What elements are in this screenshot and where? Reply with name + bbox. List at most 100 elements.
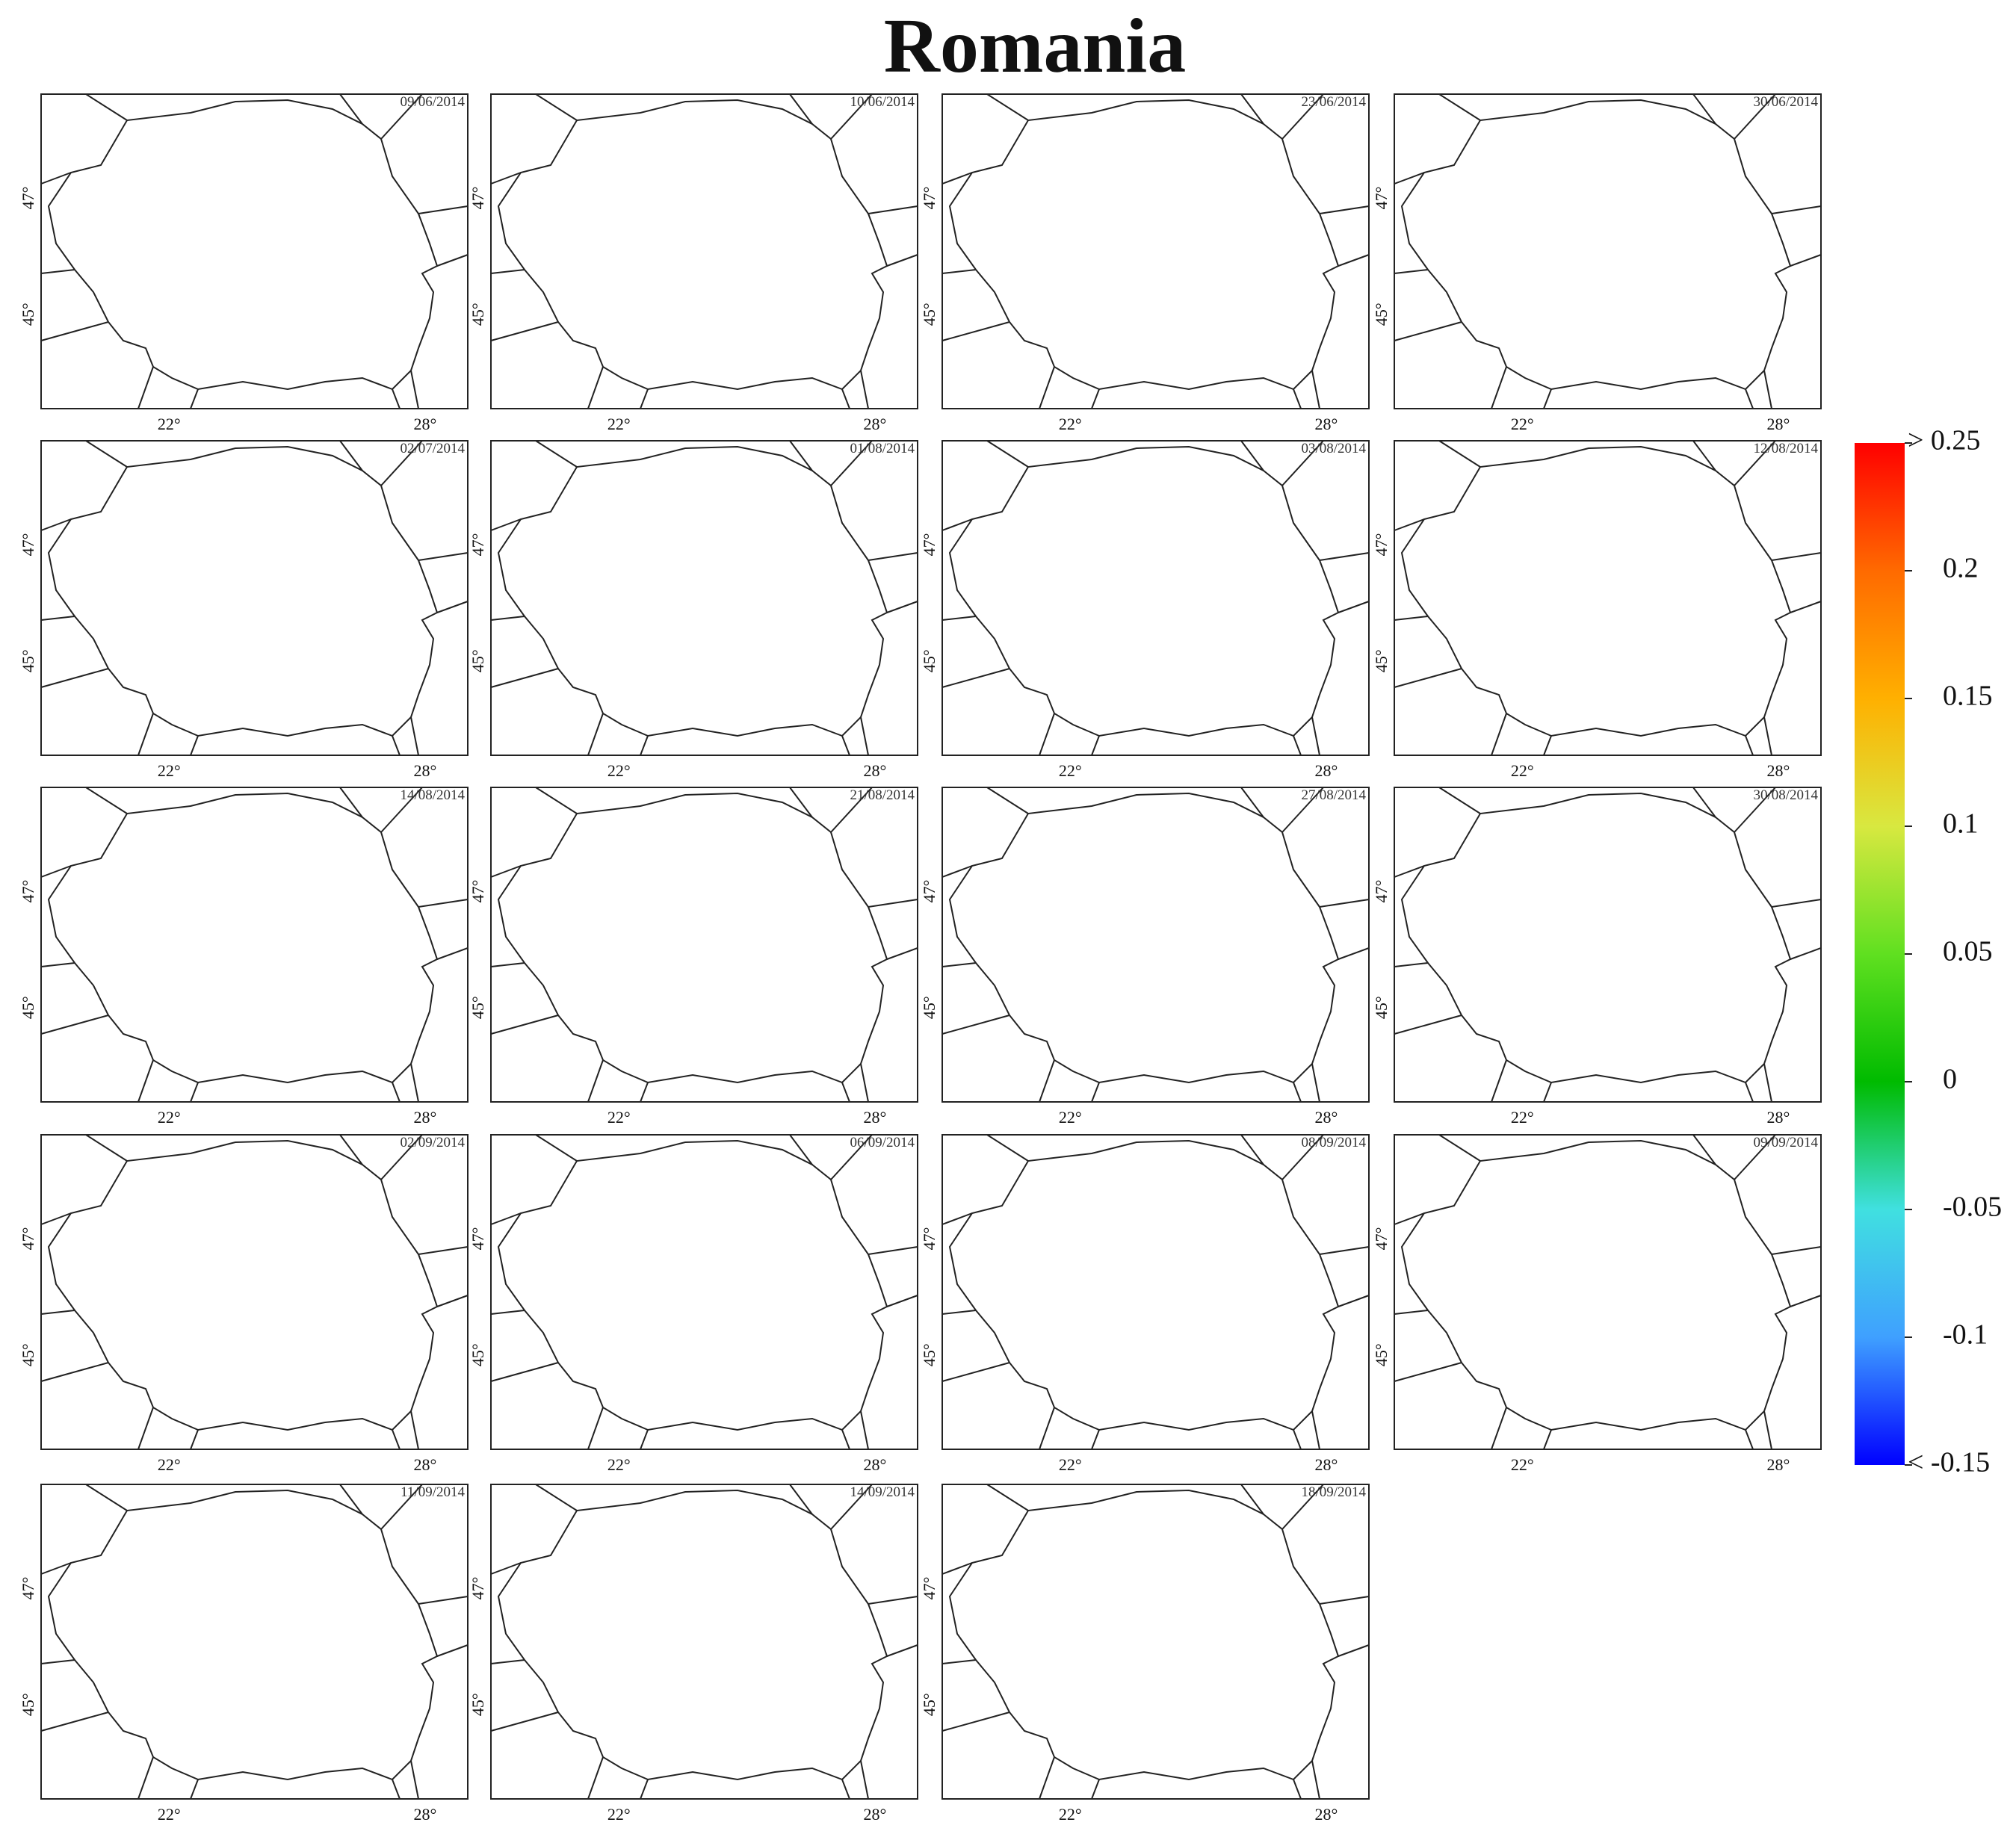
title: Romania bbox=[884, 3, 1186, 89]
lon-label: 28° bbox=[1766, 415, 1790, 433]
lon-label: 22° bbox=[1059, 761, 1082, 780]
lon-label: 28° bbox=[1766, 1108, 1790, 1127]
lat-label: 45° bbox=[19, 996, 37, 1019]
panel-date: 11/09/2014 bbox=[401, 1484, 465, 1500]
lat-label: 47° bbox=[920, 533, 939, 557]
lon-label: 22° bbox=[607, 761, 631, 780]
colorbar-tick-label: -0.05 bbox=[1943, 1192, 2002, 1223]
lon-label: 22° bbox=[1059, 1455, 1082, 1474]
lat-label: 45° bbox=[920, 996, 939, 1019]
lat-label: 45° bbox=[469, 1343, 487, 1366]
panel-frame bbox=[941, 93, 1370, 409]
lon-label: 22° bbox=[607, 415, 631, 433]
lon-label: 28° bbox=[1766, 761, 1790, 780]
lon-label: 22° bbox=[158, 1108, 181, 1127]
lat-label: 45° bbox=[19, 303, 37, 326]
lat-label: 47° bbox=[19, 1577, 37, 1600]
map-panel: 21/08/2014 22° 28° 47° 45° bbox=[469, 787, 918, 1127]
panel-frame bbox=[1394, 787, 1822, 1103]
panel-date: 02/07/2014 bbox=[400, 441, 465, 456]
lat-label: 45° bbox=[1372, 996, 1391, 1019]
lon-label: 28° bbox=[413, 761, 436, 780]
lon-label: 28° bbox=[863, 415, 886, 433]
lat-label: 47° bbox=[469, 187, 487, 210]
lat-label: 47° bbox=[1372, 1227, 1391, 1251]
map-panel: 02/09/2014 22° 28° 47° 45° bbox=[19, 1134, 469, 1474]
colorbar-tick-label: 0.15 bbox=[1943, 681, 1993, 712]
lon-label: 22° bbox=[158, 415, 181, 433]
panel-date: 06/09/2014 bbox=[850, 1135, 915, 1150]
lon-label: 22° bbox=[607, 1455, 631, 1474]
lon-label: 28° bbox=[1314, 1455, 1338, 1474]
lon-label: 22° bbox=[158, 761, 181, 780]
panel-frame bbox=[490, 1484, 918, 1800]
panel-date: 30/06/2014 bbox=[1753, 94, 1818, 110]
lat-label: 45° bbox=[1372, 303, 1391, 326]
lat-label: 45° bbox=[920, 1693, 939, 1716]
lon-label: 22° bbox=[1511, 1108, 1534, 1127]
panel-frame bbox=[941, 787, 1370, 1103]
panel-date: 30/08/2014 bbox=[1753, 787, 1818, 803]
panel-frame bbox=[1394, 93, 1822, 409]
map-panel: 23/06/2014 22° 28° 47° 45° bbox=[920, 93, 1370, 433]
panel-date: 03/08/2014 bbox=[1301, 441, 1366, 456]
map-panel: 08/09/2014 22° 28° 47° 45° bbox=[920, 1134, 1370, 1474]
panel-frame bbox=[40, 1484, 469, 1800]
panel-date: 02/09/2014 bbox=[400, 1135, 465, 1150]
map-panel: 18/09/2014 22° 28° 47° 45° bbox=[920, 1484, 1370, 1824]
panel-date: 21/08/2014 bbox=[850, 787, 915, 803]
lon-label: 28° bbox=[1314, 415, 1338, 433]
panel-frame bbox=[941, 440, 1370, 756]
panel-frame bbox=[490, 440, 918, 756]
panel-frame bbox=[40, 93, 469, 409]
lat-label: 47° bbox=[19, 533, 37, 557]
colorbar-tick-label: 0.05 bbox=[1943, 936, 1993, 967]
map-panel: 06/09/2014 22° 28° 47° 45° bbox=[469, 1134, 918, 1474]
panel-frame bbox=[40, 1134, 469, 1450]
map-panel: 09/06/2014 22° 28° 47° 45° bbox=[19, 93, 469, 433]
panel-date: 23/06/2014 bbox=[1301, 94, 1366, 110]
map-panel: 02/07/2014 22° 28° 47° 45° bbox=[19, 440, 469, 780]
colorbar: > 0.25 0.2 0.15 0.1 0.05 0 -0.05 -0.1 < -0.15 bbox=[1855, 425, 2002, 1478]
lat-label: 45° bbox=[469, 996, 487, 1019]
map-panel: 30/08/2014 22° 28° 47° 45° bbox=[1372, 787, 1822, 1127]
panel-date: 09/06/2014 bbox=[400, 94, 465, 110]
panels: 09/06/2014 22° 28° 47° 45° 10/06/2014 22° 28° 47… bbox=[19, 93, 1822, 1824]
panel-date: 08/09/2014 bbox=[1301, 1135, 1366, 1150]
lon-label: 22° bbox=[1511, 761, 1534, 780]
panel-frame bbox=[490, 787, 918, 1103]
lat-label: 47° bbox=[469, 1577, 487, 1600]
lat-label: 47° bbox=[920, 187, 939, 210]
lat-label: 45° bbox=[920, 649, 939, 672]
map-panel: 12/08/2014 22° 28° 47° 45° bbox=[1372, 440, 1822, 780]
lon-label: 28° bbox=[1314, 761, 1338, 780]
lon-label: 22° bbox=[1059, 415, 1082, 433]
panel-date: 14/09/2014 bbox=[850, 1484, 915, 1500]
lon-label: 22° bbox=[607, 1108, 631, 1127]
lat-label: 45° bbox=[469, 649, 487, 672]
map-panel: 03/08/2014 22° 28° 47° 45° bbox=[920, 440, 1370, 780]
lon-label: 22° bbox=[1511, 1455, 1534, 1474]
lat-label: 45° bbox=[469, 1693, 487, 1716]
colorbar-tick-label: < -0.15 bbox=[1908, 1447, 1990, 1478]
lat-label: 45° bbox=[469, 303, 487, 326]
lon-label: 22° bbox=[1059, 1108, 1082, 1127]
lat-label: 45° bbox=[19, 1693, 37, 1716]
panel-date: 10/06/2014 bbox=[850, 94, 915, 110]
lat-label: 47° bbox=[920, 880, 939, 903]
colorbar-tick-label: > 0.25 bbox=[1908, 425, 1980, 456]
lat-label: 45° bbox=[920, 303, 939, 326]
lat-label: 47° bbox=[19, 1227, 37, 1251]
lat-label: 47° bbox=[19, 880, 37, 903]
map-panel: 01/08/2014 22° 28° 47° 45° bbox=[469, 440, 918, 780]
map-panel: 30/06/2014 22° 28° 47° 45° bbox=[1372, 93, 1822, 433]
panel-frame bbox=[941, 1484, 1370, 1800]
lat-label: 47° bbox=[1372, 880, 1391, 903]
panel-date: 09/09/2014 bbox=[1753, 1135, 1818, 1150]
map-panel: 27/08/2014 22° 28° 47° 45° bbox=[920, 787, 1370, 1127]
lon-label: 28° bbox=[863, 1108, 886, 1127]
panel-frame bbox=[1394, 1134, 1822, 1450]
panel-date: 14/08/2014 bbox=[400, 787, 465, 803]
lat-label: 47° bbox=[469, 533, 487, 557]
